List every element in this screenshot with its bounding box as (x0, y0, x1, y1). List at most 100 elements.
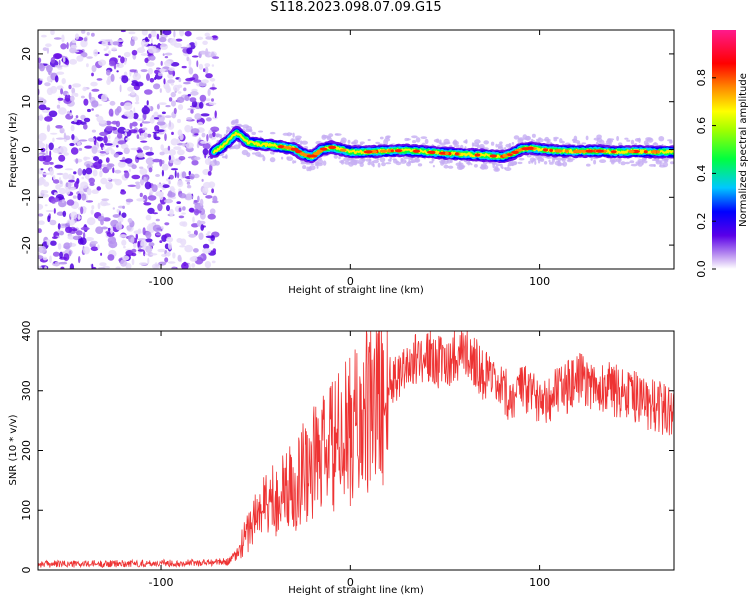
noise-blob (80, 181, 89, 189)
trace-hotspot (394, 149, 402, 153)
noise-blob (112, 214, 121, 218)
noise-blob (113, 138, 120, 147)
trace-halo (562, 161, 568, 167)
noise-blob (156, 33, 160, 40)
noise-blob (80, 114, 86, 120)
noise-blob (88, 177, 96, 184)
noise-blob (135, 181, 141, 185)
trace-halo (294, 160, 297, 164)
noise-blob (91, 88, 100, 92)
noise-blob (127, 218, 133, 223)
noise-blob (63, 242, 71, 250)
trace-halo (432, 165, 435, 168)
noise-blob (176, 201, 181, 205)
noise-blob (66, 42, 69, 50)
noise-blob (123, 245, 126, 249)
noise-blob (107, 177, 112, 181)
noise-blob (189, 256, 198, 262)
noise-blob (206, 117, 212, 122)
trace-hotspot (290, 147, 299, 151)
noise-blob (207, 213, 216, 220)
noise-blob (211, 64, 215, 67)
trace-halo (453, 144, 460, 148)
noise-blob (119, 234, 127, 238)
noise-blob (153, 111, 159, 118)
noise-blob (162, 163, 169, 171)
trace-halo (543, 138, 548, 141)
noise-blob (110, 38, 113, 45)
noise-blob (204, 66, 209, 75)
noise-blob (38, 132, 47, 141)
noise-blob (103, 48, 107, 51)
noise-blob (197, 121, 203, 126)
noise-blob (148, 167, 153, 173)
noise-blob (38, 252, 41, 256)
noise-blob (167, 79, 175, 84)
noise-blob (70, 124, 75, 132)
noise-blob (178, 207, 182, 212)
noise-blob (157, 72, 163, 77)
noise-blob (191, 88, 198, 92)
noise-blob (139, 262, 148, 266)
noise-blob (147, 45, 157, 50)
noise-blob (177, 118, 181, 124)
noise-blob (131, 49, 138, 56)
noise-blob (38, 245, 47, 254)
colorbar-tick-label: 0.8 (695, 69, 708, 87)
y-axis-label: SNR (10 * v/v) (8, 414, 19, 485)
trace-halo (375, 141, 380, 145)
noise-blob (85, 200, 94, 203)
trace-halo (219, 134, 223, 139)
noise-blob (167, 251, 170, 257)
noise-blob (123, 147, 130, 155)
noise-blob (121, 75, 129, 84)
noise-blob (54, 75, 59, 83)
trace-halo (586, 163, 591, 167)
trace-halo (618, 158, 621, 164)
noise-blob (69, 58, 78, 65)
x-axis-label: Height of straight line (km) (288, 585, 424, 596)
noise-blob (38, 142, 46, 148)
noise-blob (158, 261, 167, 266)
trace-halo (309, 165, 316, 171)
noise-blob (133, 242, 137, 248)
noise-blob (167, 192, 176, 198)
noise-blob (68, 84, 72, 90)
trace-halo (385, 162, 392, 165)
noise-blob (125, 198, 134, 203)
noise-blob (77, 193, 82, 201)
trace-halo (351, 141, 357, 145)
noise-blob (145, 245, 153, 253)
noise-blob (135, 94, 140, 103)
trace-halo (443, 164, 449, 169)
trace-halo (495, 143, 498, 148)
noise-blob (193, 199, 198, 203)
noise-blob (139, 192, 143, 198)
noise-blob (153, 77, 157, 80)
noise-blob (145, 214, 152, 221)
noise-blob (60, 43, 67, 50)
noise-blob (162, 30, 172, 36)
noise-blob (50, 132, 58, 135)
noise-blob (166, 236, 174, 243)
noise-blob (127, 111, 135, 120)
noise-blob (136, 198, 146, 202)
noise-blob (171, 131, 174, 135)
trace-hotspot (372, 150, 377, 154)
noise-blob (159, 193, 164, 201)
noise-blob (155, 233, 162, 236)
trace-hotspot (489, 154, 497, 158)
noise-blob (86, 56, 93, 59)
noise-blob (207, 231, 211, 234)
trace-halo (511, 142, 515, 145)
noise-blob (66, 199, 75, 206)
trace-halo (504, 167, 512, 171)
noise-blob (93, 161, 102, 170)
trace-halo (559, 138, 563, 144)
noise-blob (182, 206, 186, 211)
trace-hotspot (474, 153, 481, 157)
noise-blob (112, 207, 116, 210)
noise-blob (106, 79, 111, 85)
noise-blob (52, 251, 60, 257)
trace-halo (557, 163, 562, 167)
